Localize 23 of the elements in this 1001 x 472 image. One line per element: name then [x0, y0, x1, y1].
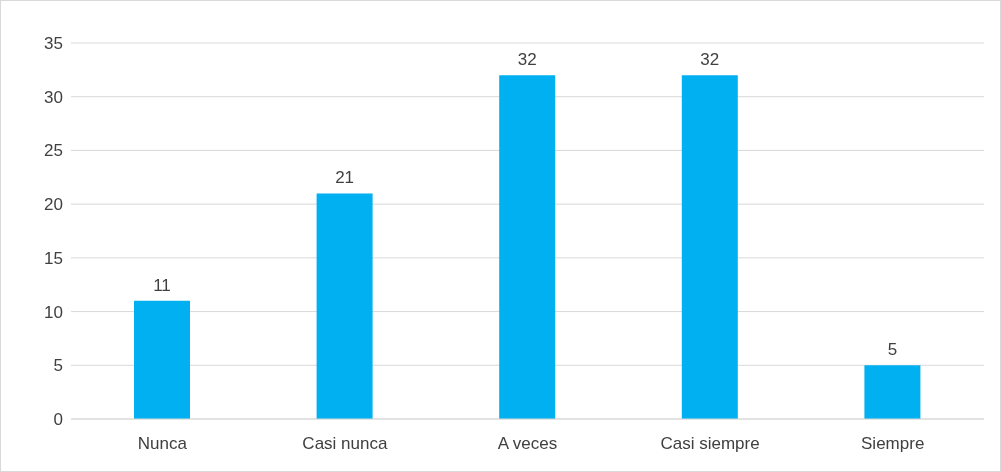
data-label: 21 [335, 168, 355, 188]
y-tick-label: 5 [53, 356, 63, 376]
data-label: 32 [700, 50, 720, 70]
bar [681, 75, 738, 419]
bar [864, 365, 921, 419]
x-tick-label: Siempre [861, 434, 925, 454]
y-tick-label: 30 [44, 87, 63, 107]
x-tick-label: Casi nunca [302, 434, 388, 454]
y-tick-label: 0 [53, 410, 63, 430]
x-tick-label: Nunca [137, 434, 188, 454]
y-tick-label: 10 [44, 302, 63, 322]
data-label: 32 [517, 50, 537, 70]
x-tick-label: A veces [497, 434, 558, 454]
data-label: 11 [153, 275, 171, 295]
bar [134, 300, 190, 419]
bar [499, 75, 556, 419]
y-tick-label: 20 [44, 195, 63, 215]
bar [316, 193, 373, 419]
y-tick-label: 15 [44, 248, 63, 268]
data-label: 5 [887, 340, 898, 360]
y-tick-label: 35 [44, 34, 63, 54]
y-tick-label: 25 [44, 141, 63, 161]
x-tick-label: Casi siempre [660, 434, 760, 454]
